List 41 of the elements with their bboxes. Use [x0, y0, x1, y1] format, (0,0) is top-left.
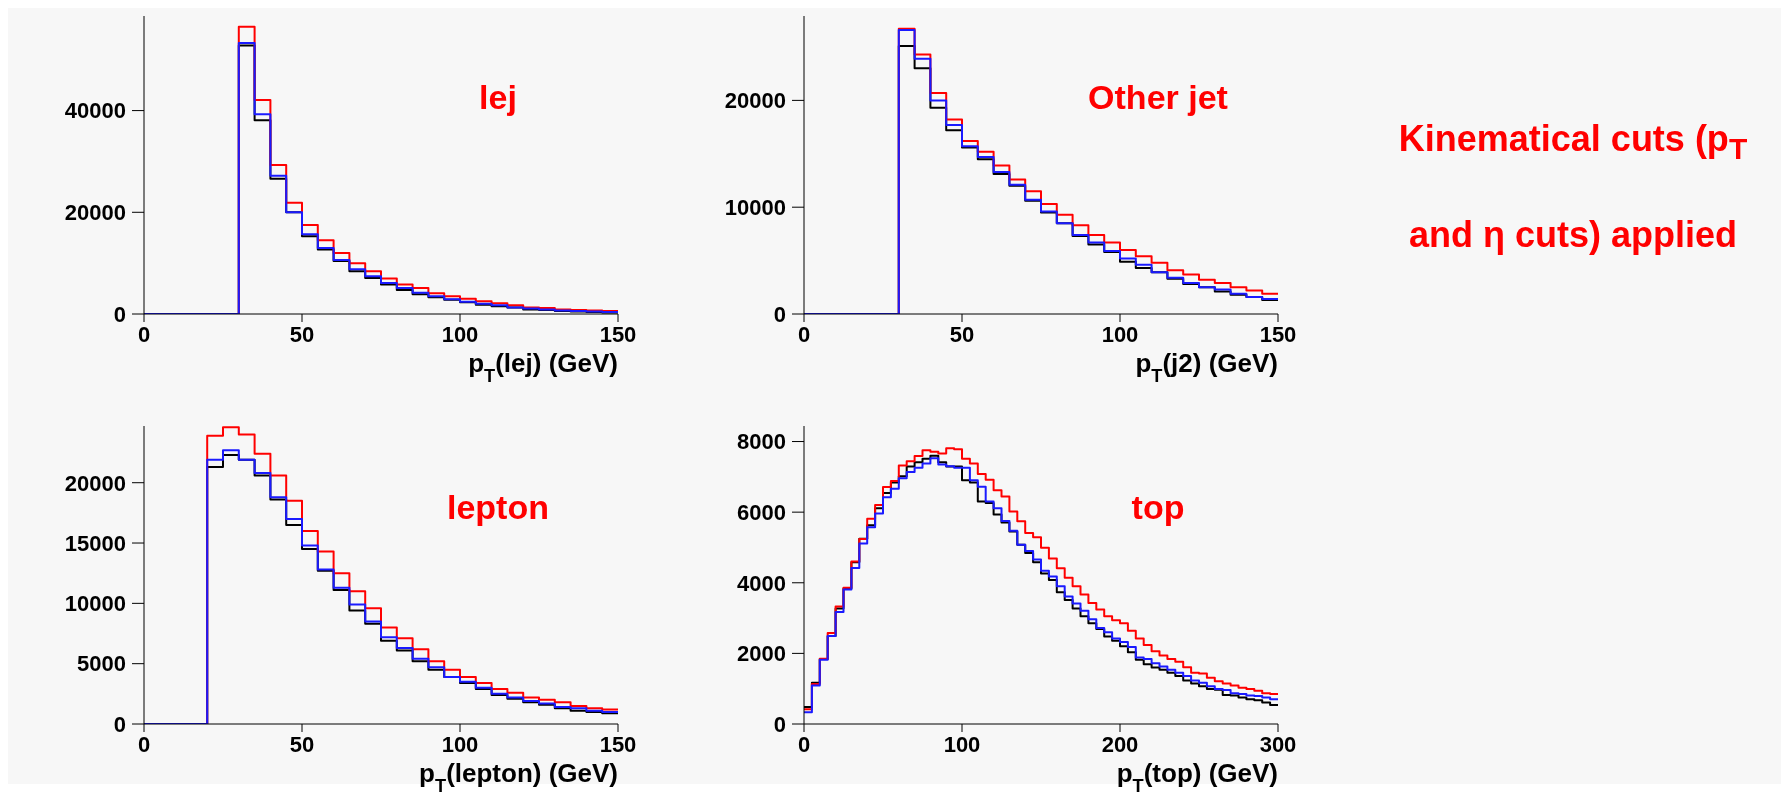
x-tick-label: 50 [289, 731, 315, 757]
x-axis-title: p$_{T}$(lepton) (GeV) [419, 758, 618, 792]
x-tick-label: 50 [949, 321, 975, 347]
y-tick-label: 0 [113, 301, 126, 327]
annotation: Other jet [1087, 78, 1229, 117]
y-tick-label: 0 [113, 711, 126, 737]
x-tick-label: 0 [137, 321, 151, 347]
x-tick-label: 0 [797, 731, 811, 757]
y-tick-label: 10000 [64, 591, 126, 617]
x-tick-label: 0 [137, 731, 151, 757]
annotation: lepton [446, 488, 550, 527]
y-tick-label: 8000 [737, 429, 786, 455]
x-tick-label: 100 [1101, 321, 1139, 347]
annotation: lej [478, 78, 518, 117]
annotation: top [1130, 488, 1186, 527]
x-tick-label: 200 [1101, 731, 1139, 757]
y-tick-label: 2000 [737, 641, 786, 667]
y-tick-label: 15000 [64, 530, 126, 556]
x-tick-label: 150 [599, 321, 637, 347]
y-tick-label: 0 [773, 711, 786, 737]
x-tick-label: 150 [1259, 321, 1297, 347]
x-tick-label: 150 [599, 731, 637, 757]
x-tick-label: 100 [441, 731, 479, 757]
x-axis-title: p$_{T}$(j2) (GeV) [1135, 348, 1278, 386]
y-tick-label: 6000 [737, 499, 786, 525]
x-tick-label: 100 [441, 321, 479, 347]
x-tick-label: 100 [943, 731, 981, 757]
text: Kinematical cuts (p$_{T}$ and η cuts) applied [1398, 118, 1748, 256]
y-tick-label: 0 [773, 301, 786, 327]
y-tick-label: 20000 [64, 200, 126, 226]
y-tick-label: 20000 [724, 88, 786, 114]
x-axis-title: p$_{T}$(top) (GeV) [1116, 758, 1278, 792]
x-axis-title: p$_{T}$(lej) (GeV) [468, 348, 618, 386]
y-tick-label: 4000 [737, 570, 786, 596]
x-tick-label: 0 [797, 321, 811, 347]
x-tick-label: 50 [289, 321, 315, 347]
x-tick-label: 300 [1259, 731, 1297, 757]
y-tick-label: 20000 [64, 470, 126, 496]
y-tick-label: 40000 [64, 98, 126, 124]
y-tick-label: 5000 [77, 651, 126, 677]
y-tick-label: 10000 [724, 195, 786, 220]
